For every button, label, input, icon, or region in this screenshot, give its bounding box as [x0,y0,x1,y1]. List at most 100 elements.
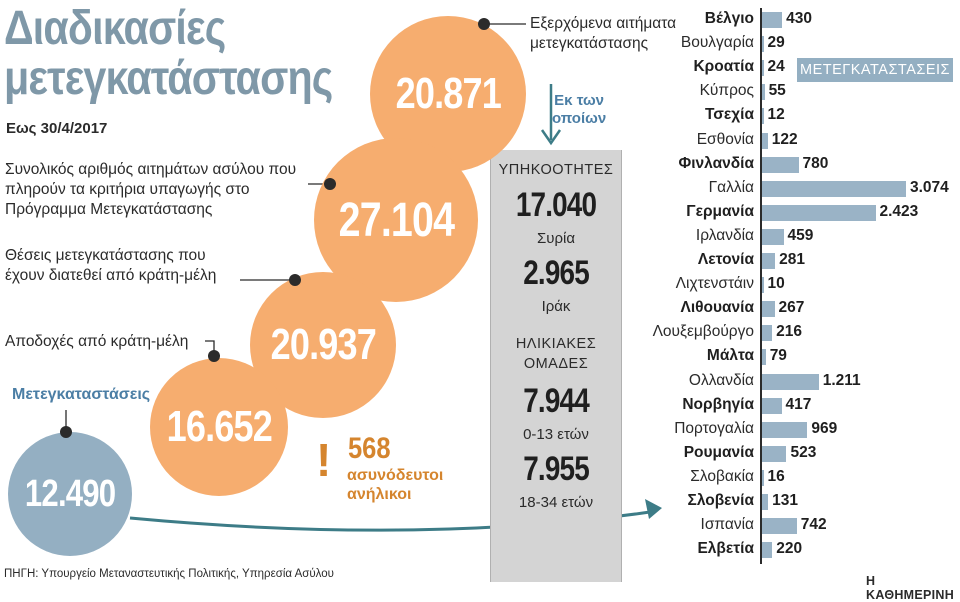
bar [762,518,797,535]
age-value: 7.955 [523,450,589,488]
bar-value-label: 12 [767,106,785,124]
bar [762,277,764,294]
bar-value-label: 122 [771,130,798,148]
bar-category-label: Λουξεμβούργο [652,323,754,341]
age-value: 7.944 [523,382,589,420]
of-which-label: Εκ των οποίων [552,92,606,128]
bar-value-label: 2.423 [879,202,919,220]
bar-value-label: 459 [787,226,814,244]
bar-value-label: 430 [786,10,813,27]
of-which-line: Εκ των [554,92,604,109]
bar [762,108,764,125]
nationality-value: 2.965 [523,254,589,292]
bar-value-label: 281 [779,251,806,268]
nationality-label: Ιράκ [541,298,571,315]
resettlements-label: Μετεγκαταστάσεις [12,386,151,403]
age-label: 18-34 ετών [518,494,594,511]
acceptances-circle: 16.652 [150,358,288,496]
bar-category-label: Κύπρος [699,82,754,100]
bar [762,180,906,197]
bar [762,156,799,173]
unaccompanied-label-line: ανήλικοι [347,486,412,503]
eligible-applications-label: Συνολικός αριθμός αιτημάτων ασύλου που π… [5,161,297,218]
publisher-logo: Η ΚΑΘΗΜΕΡΙΝΗ [866,574,955,602]
bar-category-label: Βέλγιο [704,10,754,27]
bar-value-label: 417 [785,395,812,413]
nationality-value: 17.040 [515,186,597,224]
bar-category-label: Λιχτενστάιν [675,275,754,293]
bar-value-label: 79 [769,347,787,365]
bar [762,325,773,342]
exclamation-icon: ! [316,434,332,486]
bar-category-label: Σλοβακία [690,467,754,485]
bar-category-label: Ελβετία [697,540,754,558]
bar-category-label: Λιθουανία [680,299,755,317]
bar-value-label: 216 [776,323,802,341]
bar [762,36,764,53]
bar-value-label: 131 [772,492,798,509]
bar-value-label: 3.074 [910,178,949,196]
chart-axis [760,8,762,564]
bar-value-label: 780 [802,154,829,172]
bar-category-label: Γαλλία [708,178,754,196]
bar-category-label: Τσεχία [704,106,754,124]
source-note: ΠΗΓΗ: Υπουργείο Μεταναστευτικής Πολιτική… [4,568,334,580]
bar [762,397,782,414]
bar-category-label: Νορβηγία [682,395,754,413]
details-panel: ΥΠΗΚΟΟΤΗΤΕΣ 17.040 Συρία 2.965 Ιράκ ΗΛΙΚ… [490,150,622,582]
bar-category-label: Πορτογαλία [674,419,754,437]
bar-value-label: 969 [811,419,838,437]
bar-value-label: 55 [768,82,786,100]
bar-category-label: Ισπανία [700,516,754,534]
age-header: ΟΜΑΔΕΣ [523,356,589,372]
bar-value-label: 10 [767,275,785,293]
bar-value-label: 267 [778,299,805,317]
bar-category-label: Φινλανδία [678,154,754,172]
bar-category-label: Κροατία [693,58,754,76]
pointer-dot [208,350,220,362]
unaccompanied-label-line: ασυνόδευτοι [347,467,444,484]
bar-category-label: Ρουμανία [683,443,754,461]
outgoing-requests-label: Εξερχόμενα αιτήματα μετεγκατάστασης [530,15,677,52]
bar [762,132,768,149]
acceptances-label: Αποδοχές από κράτη-μέλη [5,333,189,350]
bar-value-label: 29 [767,34,785,52]
bar [762,12,783,28]
bar-value-label: 24 [767,58,785,76]
bar-value-label: 742 [800,516,827,534]
bar [762,84,765,101]
bar [762,494,769,510]
bar [762,469,764,486]
bar-value-label: 220 [776,540,803,558]
age-header: ΗΛΙΚΙΑΚΕΣ [515,336,597,352]
bar [762,349,766,366]
pointer-dot [324,178,336,190]
bar-category-label: Μάλτα [706,347,754,365]
bar [762,204,876,221]
bar [762,60,764,77]
unaccompanied-label: ασυνόδευτοι ανήλικοι [347,466,443,504]
age-label: 0-13 ετών [523,426,589,443]
chart-title-badge: ΜΕΤΕΓΚΑΤΑΣΤΑΣΕΙΣ [797,58,953,82]
bar-category-label: Βουλγαρία [680,34,754,52]
bar-category-label: Ολλανδία [688,371,754,389]
pledged-places-label: Θέσεις μετεγκατάστασης που έχουν διατεθε… [5,247,217,284]
bar [762,301,775,318]
of-which-line: οποίων [552,110,607,127]
unaccompanied-value: 568 [348,432,391,465]
nationality-label: Συρία [536,230,575,247]
bar [762,542,773,559]
bar-value-label: 523 [790,443,817,461]
nationality-header: ΥΠΗΚΟΟΤΗΤΕΣ [498,162,614,178]
bar-category-label: Εσθονία [696,130,754,148]
bar-category-label: Ιρλανδία [695,226,754,244]
pointer-dot [60,426,72,438]
pointer-dot [478,18,490,30]
date-label: Εως 30/4/2017 [6,120,108,137]
bar [762,253,776,269]
bar-value-label: 1.211 [822,371,861,389]
resettlements-circle: 12.490 [8,432,132,556]
bar-category-label: Γερμανία [686,202,754,220]
bar-category-label: Λετονία [697,251,754,268]
bar-value-label: 16 [767,467,785,485]
